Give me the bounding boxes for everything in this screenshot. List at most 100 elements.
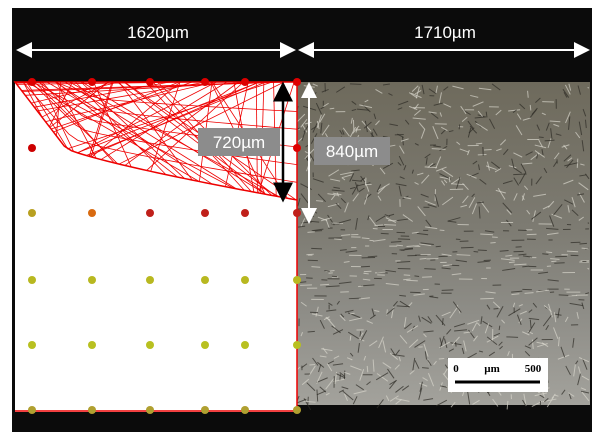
grain xyxy=(387,368,395,379)
grain xyxy=(447,220,457,223)
grain xyxy=(420,193,429,198)
grain xyxy=(538,139,544,148)
grain xyxy=(308,365,316,376)
grain xyxy=(395,399,402,405)
grain xyxy=(472,101,484,107)
grain xyxy=(511,293,520,296)
grain xyxy=(351,179,363,182)
grain xyxy=(359,332,364,338)
grain xyxy=(389,352,399,360)
grain xyxy=(336,373,346,379)
grain xyxy=(330,194,336,201)
inner-depth: 720µm xyxy=(213,133,265,152)
grain xyxy=(522,162,533,165)
grain xyxy=(414,181,419,185)
grain xyxy=(316,377,328,384)
grain xyxy=(414,142,419,146)
grain xyxy=(519,103,526,110)
grain xyxy=(584,119,587,129)
grain xyxy=(456,141,461,145)
grain xyxy=(480,201,490,213)
grain xyxy=(399,300,410,308)
grain xyxy=(535,176,542,185)
grain xyxy=(471,193,475,198)
grain xyxy=(429,163,436,168)
grain xyxy=(562,88,570,98)
grain xyxy=(513,193,518,201)
grain xyxy=(499,139,507,146)
node xyxy=(146,78,154,86)
grain xyxy=(501,319,506,324)
grain xyxy=(442,264,453,267)
grain xyxy=(443,179,448,184)
grain xyxy=(309,363,316,366)
grain xyxy=(375,372,389,381)
grain xyxy=(425,226,438,230)
grain xyxy=(553,327,559,340)
node xyxy=(28,406,36,414)
grain xyxy=(480,233,493,236)
node xyxy=(293,209,301,217)
mesh-layer xyxy=(22,81,298,183)
grain xyxy=(438,358,445,360)
nodes xyxy=(28,78,301,414)
grain xyxy=(587,222,590,224)
grain xyxy=(320,283,330,286)
grain xyxy=(528,322,536,334)
label-box xyxy=(314,137,390,165)
grain xyxy=(525,151,533,156)
grain xyxy=(424,351,428,360)
grain xyxy=(495,189,506,194)
grain xyxy=(480,297,494,300)
grain xyxy=(350,117,353,124)
grain xyxy=(377,195,382,201)
grain xyxy=(363,355,367,361)
grain xyxy=(403,317,407,327)
node xyxy=(293,276,301,284)
grain xyxy=(336,86,346,93)
grain xyxy=(485,291,496,294)
grain xyxy=(467,127,472,138)
grain xyxy=(433,102,443,106)
grain xyxy=(424,153,431,159)
grain xyxy=(397,107,403,110)
grain xyxy=(441,253,452,257)
mesh-line xyxy=(88,81,113,157)
grain xyxy=(547,138,552,149)
grain xyxy=(362,278,371,281)
grain xyxy=(316,200,323,202)
grain xyxy=(429,296,439,299)
grain xyxy=(368,216,376,226)
grain xyxy=(360,175,366,183)
grain xyxy=(563,91,568,98)
grain xyxy=(450,401,456,408)
scale-start: 0 xyxy=(453,363,459,375)
grain xyxy=(531,211,542,220)
grain xyxy=(478,87,492,91)
grain xyxy=(575,360,579,365)
grain xyxy=(386,307,395,315)
grain xyxy=(496,148,502,152)
grain xyxy=(553,313,562,316)
grain xyxy=(585,292,590,295)
grain xyxy=(505,254,513,257)
grain xyxy=(311,247,322,250)
grain xyxy=(325,377,335,390)
grain xyxy=(418,387,423,400)
grain xyxy=(372,359,375,372)
grain xyxy=(545,324,550,331)
grain xyxy=(334,238,342,241)
grain xyxy=(319,319,325,329)
grain xyxy=(367,215,370,221)
grain xyxy=(317,193,326,203)
grain xyxy=(554,262,565,264)
grain xyxy=(452,301,462,313)
grain xyxy=(549,120,561,123)
grain xyxy=(571,209,579,217)
grain xyxy=(566,159,574,169)
grain xyxy=(417,206,426,217)
mesh-line xyxy=(37,81,207,112)
grain xyxy=(338,219,351,224)
mesh-line xyxy=(64,81,237,190)
grain xyxy=(372,128,378,136)
